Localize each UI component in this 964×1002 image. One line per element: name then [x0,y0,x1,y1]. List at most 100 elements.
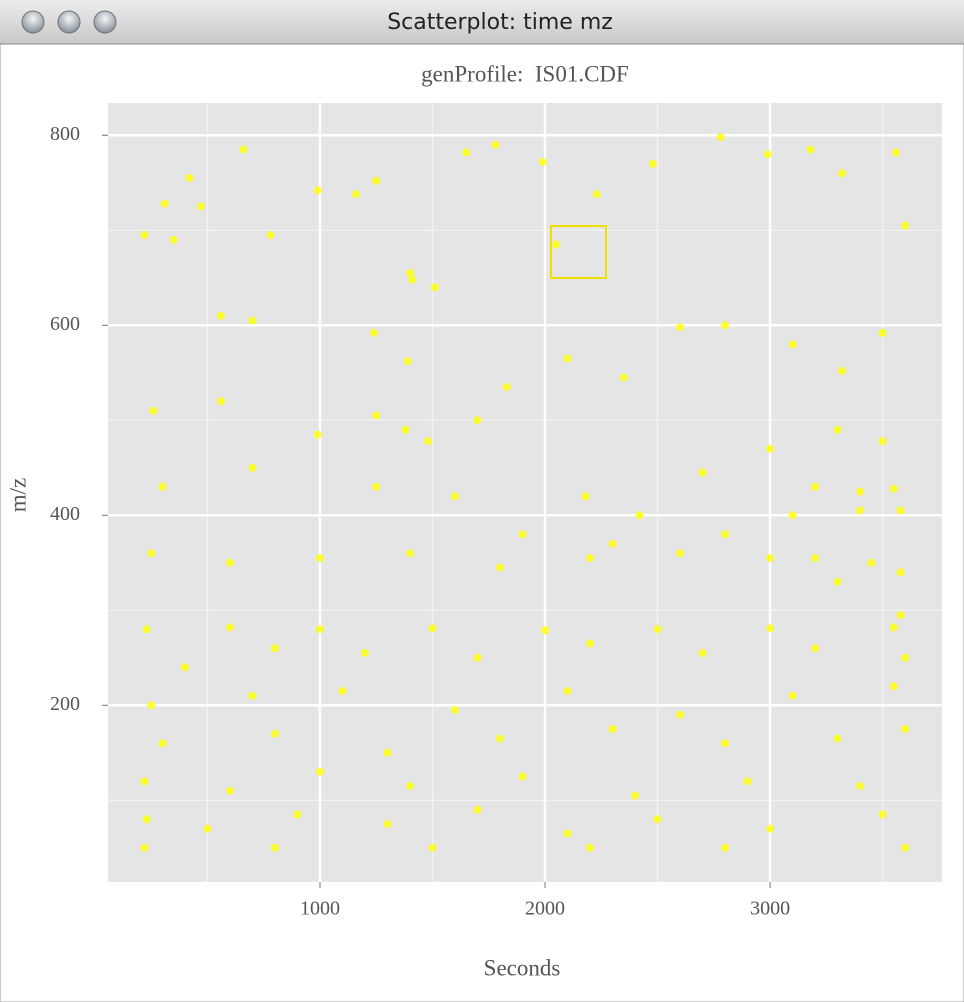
point [592,190,601,199]
point [856,782,865,791]
point [140,843,149,852]
point [653,815,662,824]
point [581,492,590,501]
point [676,323,685,332]
point [140,231,149,240]
point [563,354,572,363]
point [889,682,898,691]
point [833,734,842,743]
point [401,425,410,434]
point [833,577,842,586]
point [369,328,378,337]
point [158,739,167,748]
point [856,487,865,496]
point [833,425,842,434]
point [142,625,151,634]
point [315,767,324,776]
point [763,150,772,159]
point [383,820,392,829]
y-tick-label: 400 [50,503,80,525]
selection-box[interactable] [550,225,607,279]
point [372,482,381,491]
point [216,311,225,320]
point [147,701,156,710]
point [430,283,439,292]
point [248,463,257,472]
point [541,626,550,635]
point [811,554,820,563]
point [408,275,417,284]
point [315,554,324,563]
point [878,810,887,819]
point [676,710,685,719]
y-axis-label: m/z [5,478,30,513]
point [721,843,730,852]
point [608,725,617,734]
minimize-button[interactable] [57,10,81,34]
point [293,810,302,819]
point [676,549,685,558]
point [406,549,415,558]
point [766,554,775,563]
point [901,843,910,852]
point [896,611,905,620]
point [608,539,617,548]
point [372,176,381,185]
point [721,321,730,330]
point [896,506,905,515]
title-bar [0,0,964,44]
point [491,140,500,149]
point [225,786,234,795]
point [313,430,322,439]
point [216,397,225,406]
point [838,366,847,375]
point [867,558,876,567]
point [901,725,910,734]
point [586,554,595,563]
point [372,411,381,420]
point [169,235,178,244]
point [619,373,628,382]
point [716,133,725,142]
point [383,748,392,757]
point [496,734,505,743]
x-axis-label: Seconds [484,955,561,980]
point [518,530,527,539]
point [248,316,257,325]
zoom-button[interactable] [93,10,117,34]
point [180,663,189,672]
point [892,148,901,157]
point [160,199,169,208]
point [185,174,194,183]
point [766,624,775,633]
point [889,623,898,632]
close-button[interactable] [21,10,45,34]
point [473,805,482,814]
point [406,269,415,278]
point [473,416,482,425]
point [149,406,158,415]
point [788,691,797,700]
point [538,157,547,166]
point [239,145,248,154]
point [788,511,797,520]
point [225,623,234,632]
point [203,824,212,833]
x-tick-label: 2000 [525,898,565,920]
point [586,639,595,648]
point [563,829,572,838]
point [896,568,905,577]
point [473,653,482,662]
point [721,739,730,748]
point [788,340,797,349]
point [901,221,910,230]
plot-panel [108,103,942,882]
point [196,202,205,211]
point [424,437,433,446]
point [451,706,460,715]
point [266,231,275,240]
point [451,492,460,501]
y-tick-label: 600 [50,313,80,335]
point [698,649,707,658]
